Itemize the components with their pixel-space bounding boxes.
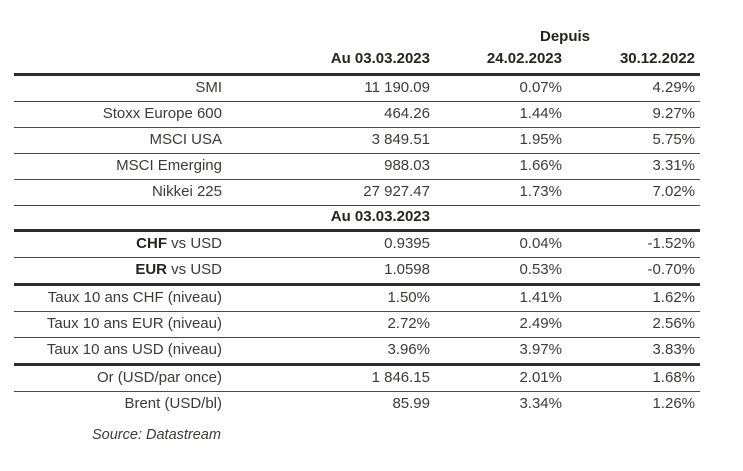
value-cell: 1 846.15: [260, 364, 430, 392]
table-row-taux-eur: Taux 10 ans EUR (niveau) 2.72% 2.49% 2.5…: [14, 311, 701, 338]
table-row-taux-usd: Taux 10 ans USD (niveau) 3.96% 3.97% 3.8…: [14, 337, 701, 366]
value-cell: 11 190.09: [260, 74, 430, 102]
subheader-row: Au 03.03.2023: [14, 205, 701, 232]
chg-ytd-cell: 5.75%: [562, 127, 701, 154]
table-row-taux-chf: Taux 10 ans CHF (niveau) 1.50% 1.41% 1.6…: [14, 284, 701, 312]
header-date-prev: 24.02.2023: [430, 48, 562, 76]
value-cell: 85.99: [392, 395, 430, 412]
chg-ytd-cell: 1.68%: [562, 364, 701, 392]
row-label: Taux 10 ans CHF (niveau): [14, 284, 260, 312]
chg-ytd-cell: 9.27%: [562, 101, 701, 128]
table-row-or: Or (USD/par once) 1 846.15 2.01% 1.68%: [14, 364, 701, 392]
row-label: SMI: [14, 74, 260, 102]
value-cell: 3 849.51: [260, 127, 430, 154]
chg-prev-cell: 0.53%: [430, 257, 562, 286]
table-row-msci-usa: MSCI USA 3 849.51 1.95% 5.75%: [14, 127, 701, 154]
value-cell: 0.9395: [260, 230, 430, 258]
table-row-chf-usd: CHF vs USD 0.9395 0.04% -1.52%: [14, 230, 701, 258]
value-cell: 2.72%: [260, 311, 430, 338]
chg-prev-cell: 0.07%: [430, 74, 562, 102]
value-cell: 1.50%: [260, 284, 430, 312]
depuis-header: Depuis: [540, 29, 591, 45]
header-row-dates: Au 03.03.2023 24.02.2023 30.12.2022: [14, 48, 701, 76]
currency-code: CHF: [136, 235, 167, 252]
chg-ytd-cell: 4.29%: [562, 74, 701, 102]
chg-prev-cell: 1.44%: [430, 101, 562, 128]
chg-prev-cell: 1.66%: [430, 153, 562, 180]
subheader-empty: [562, 205, 701, 232]
chg-prev-cell: 3.97%: [430, 337, 562, 366]
row-label: CHF vs USD: [14, 230, 260, 258]
row-label: EUR vs USD: [14, 257, 260, 286]
subheader-spacer: [14, 205, 260, 232]
chg-prev-cell: 3.34%: [519, 395, 562, 412]
chg-ytd-cell: 1.26%: [652, 395, 696, 412]
chg-ytd-cell: -0.70%: [562, 257, 701, 286]
subheader-empty: [430, 205, 562, 232]
table-row-msci-emerging: MSCI Emerging 988.03 1.66% 3.31%: [14, 153, 701, 180]
row-label: Nikkei 225: [14, 179, 260, 206]
header-date-year-start: 30.12.2022: [562, 48, 701, 76]
row-label: Taux 10 ans EUR (niveau): [14, 311, 260, 338]
row-label: MSCI Emerging: [14, 153, 260, 180]
row-label: Or (USD/par once): [14, 364, 260, 392]
table-row-eur-usd: EUR vs USD 1.0598 0.53% -0.70%: [14, 257, 701, 286]
row-label: Brent (USD/bl): [124, 395, 222, 412]
chg-ytd-cell: 3.83%: [562, 337, 701, 366]
data-table: Depuis Au 03.03.2023 24.02.2023 30.12.20…: [14, 29, 701, 418]
value-cell: 27 927.47: [260, 179, 430, 206]
chg-prev-cell: 1.95%: [430, 127, 562, 154]
source-note: Source: Datastream: [92, 427, 221, 443]
market-summary-table: Depuis Au 03.03.2023 24.02.2023 30.12.20…: [14, 29, 701, 443]
chg-ytd-cell: 7.02%: [562, 179, 701, 206]
table-row-stoxx: Stoxx Europe 600 464.26 1.44% 9.27%: [14, 101, 701, 128]
header-row-depuis: Depuis: [14, 29, 700, 48]
currency-code: EUR: [135, 261, 167, 278]
table-row-smi: SMI 11 190.09 0.07% 4.29%: [14, 74, 701, 102]
value-cell: 464.26: [260, 101, 430, 128]
chg-ytd-cell: -1.52%: [562, 230, 701, 258]
currency-pair-rest: vs USD: [166, 235, 222, 252]
header-label-spacer: [14, 48, 260, 76]
currency-pair-rest: vs USD: [166, 261, 222, 278]
row-label: Taux 10 ans USD (niveau): [14, 337, 260, 366]
chg-prev-cell: 2.49%: [430, 311, 562, 338]
chg-prev-cell: 1.41%: [430, 284, 562, 312]
value-cell: 988.03: [260, 153, 430, 180]
subheader-date: Au 03.03.2023: [260, 205, 430, 232]
chg-ytd-cell: 3.31%: [562, 153, 701, 180]
row-label: Stoxx Europe 600: [14, 101, 260, 128]
table-row-brent: Brent (USD/bl) 85.99 3.34% 1.26%: [14, 392, 700, 418]
value-cell: 3.96%: [260, 337, 430, 366]
value-cell: 1.0598: [260, 257, 430, 286]
table-row-nikkei: Nikkei 225 27 927.47 1.73% 7.02%: [14, 179, 701, 206]
chg-prev-cell: 1.73%: [430, 179, 562, 206]
header-date-current: Au 03.03.2023: [260, 48, 430, 76]
row-label: MSCI USA: [14, 127, 260, 154]
chg-prev-cell: 2.01%: [430, 364, 562, 392]
chg-ytd-cell: 1.62%: [562, 284, 701, 312]
chg-ytd-cell: 2.56%: [562, 311, 701, 338]
header-spacer: [14, 29, 430, 48]
chg-prev-cell: 0.04%: [430, 230, 562, 258]
